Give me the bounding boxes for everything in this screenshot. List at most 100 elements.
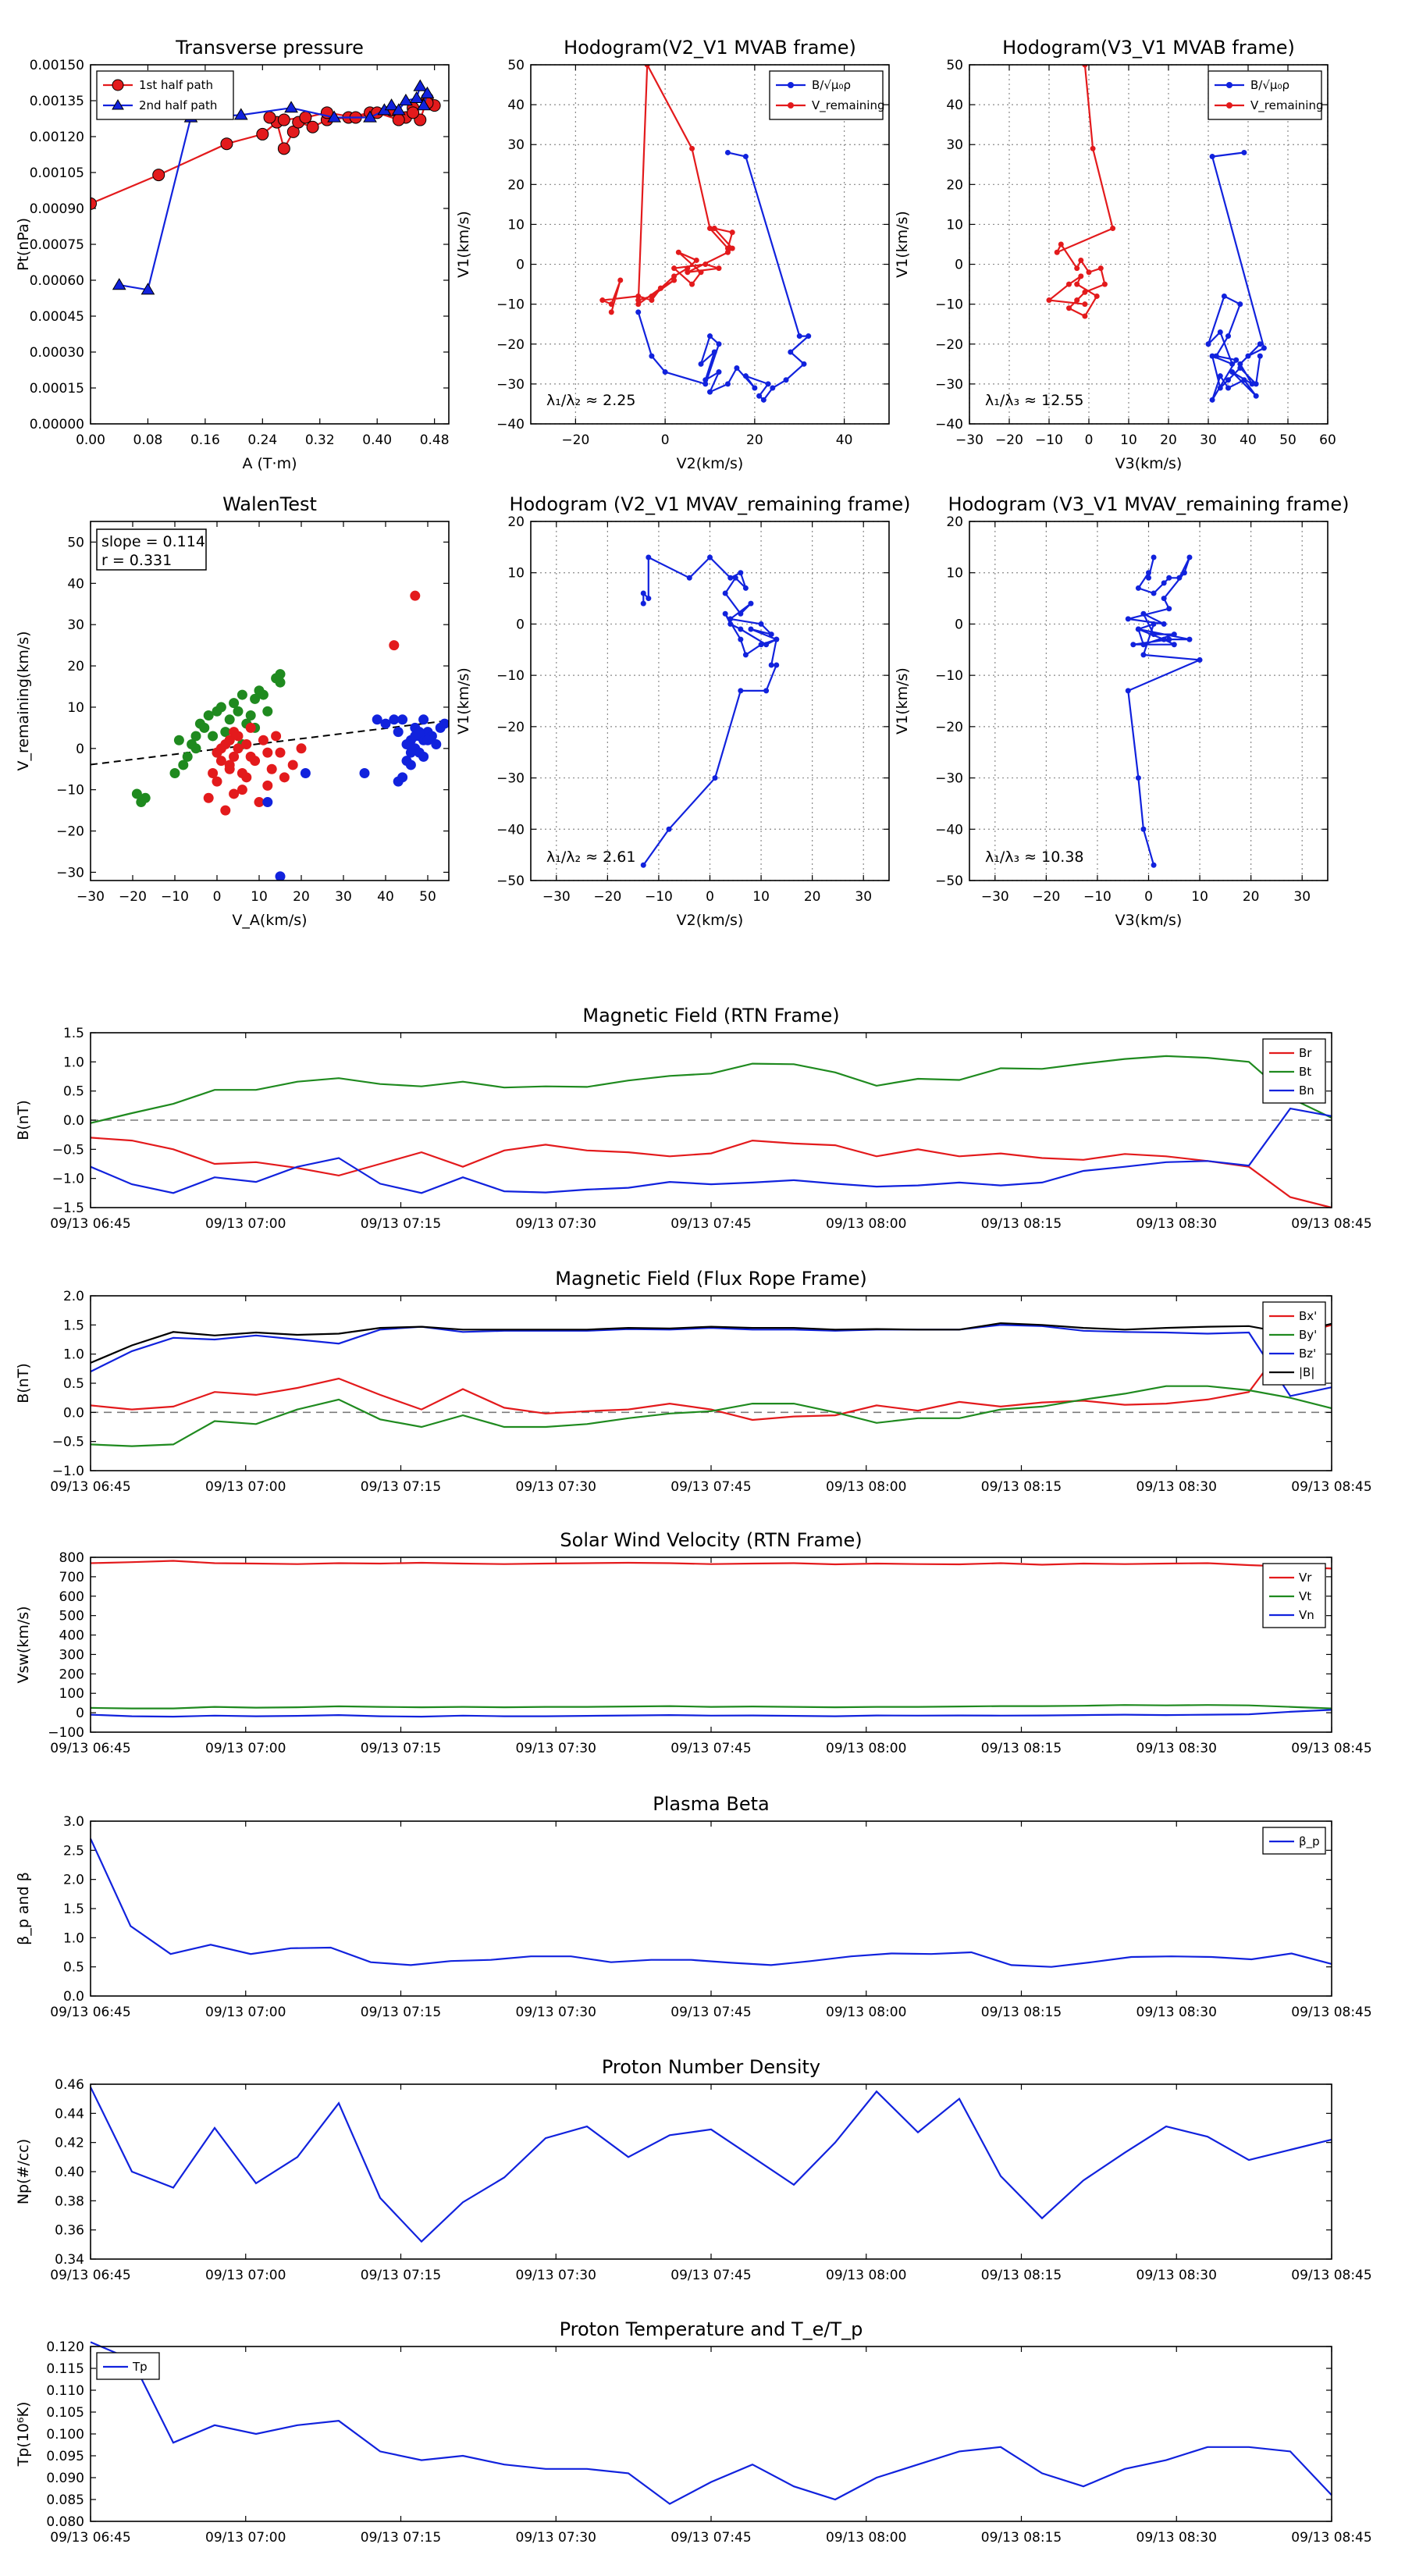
data-point — [1146, 575, 1151, 581]
data-point — [224, 760, 235, 770]
data-point — [279, 772, 290, 783]
chart-title: Transverse pressure — [175, 37, 364, 59]
data-point — [258, 735, 269, 745]
legend-label: B/√μ₀ρ — [812, 78, 851, 92]
data-point — [190, 731, 201, 742]
series-line-Vr — [90, 1560, 1332, 1570]
x-axis-label: V2(km/s) — [677, 912, 744, 929]
y-tick-label: 0.5 — [63, 1376, 84, 1392]
y-tick-label: −10 — [496, 297, 525, 313]
y-tick-label: 0.085 — [46, 2492, 84, 2508]
y-tick-label: 0.5 — [63, 1960, 84, 1976]
data-point — [1257, 353, 1263, 359]
data-point — [327, 110, 341, 123]
y-axis-label: Tp(10⁶K) — [15, 2402, 32, 2467]
y-tick-label: −10 — [496, 668, 525, 684]
data-point — [707, 389, 713, 395]
data-point — [1078, 273, 1084, 279]
data-point — [1213, 353, 1219, 359]
y-tick-label: 10 — [67, 700, 84, 716]
data-point — [1140, 652, 1147, 658]
y-tick-label: −40 — [496, 417, 525, 432]
data-point — [1082, 289, 1088, 295]
y-tick-label: 0 — [76, 1706, 84, 1721]
x-tick-label: −20 — [593, 889, 621, 905]
x-tick-label: 40 — [836, 432, 853, 448]
y-tick-label: −20 — [935, 337, 963, 353]
x-tick-label: 10 — [1191, 889, 1208, 905]
axes-frame — [530, 64, 890, 425]
x-tick-label: 09/13 08:30 — [1136, 2005, 1217, 2020]
x-tick-label: 09/13 07:00 — [205, 1741, 286, 1756]
data-point — [1237, 361, 1243, 367]
data-point — [657, 285, 663, 291]
x-tick-label: 10 — [752, 889, 770, 905]
data-point — [1166, 606, 1172, 612]
y-tick-label: 0.00150 — [30, 58, 84, 73]
data-point — [1097, 265, 1104, 272]
y-tick-label: 0.42 — [55, 2136, 84, 2151]
y-tick-label: 20 — [507, 514, 525, 530]
legend: β_p — [1262, 1827, 1326, 1855]
data-point — [644, 65, 650, 68]
data-point — [229, 698, 240, 709]
series-line-Br — [90, 1137, 1332, 1209]
data-point — [649, 293, 655, 299]
axes-frame — [969, 521, 1329, 881]
data-point — [640, 600, 646, 607]
x-tick-label: 20 — [804, 889, 821, 905]
data-point — [275, 871, 286, 881]
y-tick-label: −20 — [496, 720, 525, 735]
chart-title: Solar Wind Velocity (RTN Frame) — [560, 1529, 862, 1551]
y-tick-label: 2.5 — [63, 1843, 84, 1859]
chart-title: Hodogram (V2_V1 MVAV_remaining frame) — [509, 493, 910, 515]
y-tick-label: 0.0 — [63, 1989, 84, 2005]
data-point — [1237, 365, 1243, 371]
data-point — [1082, 301, 1088, 308]
y-tick-label: 20 — [946, 514, 963, 530]
data-point — [256, 127, 269, 141]
legend-label: Vr — [1299, 1571, 1312, 1585]
panel-h4: −30 −20 −10 0 10 20 30−50−40−30−20−1001020Hodo… — [894, 493, 1350, 929]
data-point — [250, 693, 261, 704]
legend-label: Bx' — [1299, 1309, 1317, 1323]
x-tick-label: −20 — [995, 432, 1023, 448]
y-tick-label: 1.5 — [63, 1318, 84, 1333]
x-tick-label: 10 — [251, 889, 268, 905]
data-point — [738, 636, 744, 642]
data-point — [1151, 554, 1157, 560]
data-point — [727, 575, 734, 581]
legend-box — [1208, 70, 1322, 120]
y-tick-label: 100 — [59, 1686, 84, 1702]
data-point — [203, 792, 214, 803]
data-point — [702, 262, 709, 268]
data-point — [671, 265, 678, 272]
y-tick-label: −1.0 — [52, 1464, 84, 1479]
data-point — [608, 309, 614, 315]
x-axis-label: A (T·m) — [242, 455, 297, 472]
x-tick-label: 20 — [1160, 432, 1177, 448]
x-tick-label: 09/13 08:15 — [981, 2005, 1062, 2020]
x-tick-label: 09/13 06:45 — [50, 2005, 130, 2020]
y-tick-label: 40 — [946, 98, 963, 113]
axes-frame — [90, 521, 450, 881]
x-axis-label: V3(km/s) — [1115, 912, 1183, 929]
data-point — [1261, 345, 1267, 351]
x-axis-label: V2(km/s) — [677, 455, 744, 472]
y-axis-label: B(nT) — [15, 1100, 32, 1140]
data-point — [1171, 642, 1177, 648]
data-point — [1197, 656, 1203, 663]
data-point — [413, 79, 428, 91]
data-point — [389, 640, 400, 651]
legend-box — [769, 70, 884, 120]
y-tick-label: 300 — [59, 1647, 84, 1663]
x-tick-label: 09/13 08:45 — [1291, 2005, 1371, 2020]
data-point — [1253, 393, 1259, 399]
x-tick-label: 09/13 07:45 — [670, 1216, 751, 1232]
legend-label: V_remaining — [1250, 98, 1324, 113]
data-point — [1046, 297, 1052, 304]
x-tick-label: 09/13 06:45 — [50, 1479, 130, 1495]
data-point — [1151, 862, 1157, 868]
data-point — [91, 197, 97, 210]
data-point — [299, 111, 312, 124]
